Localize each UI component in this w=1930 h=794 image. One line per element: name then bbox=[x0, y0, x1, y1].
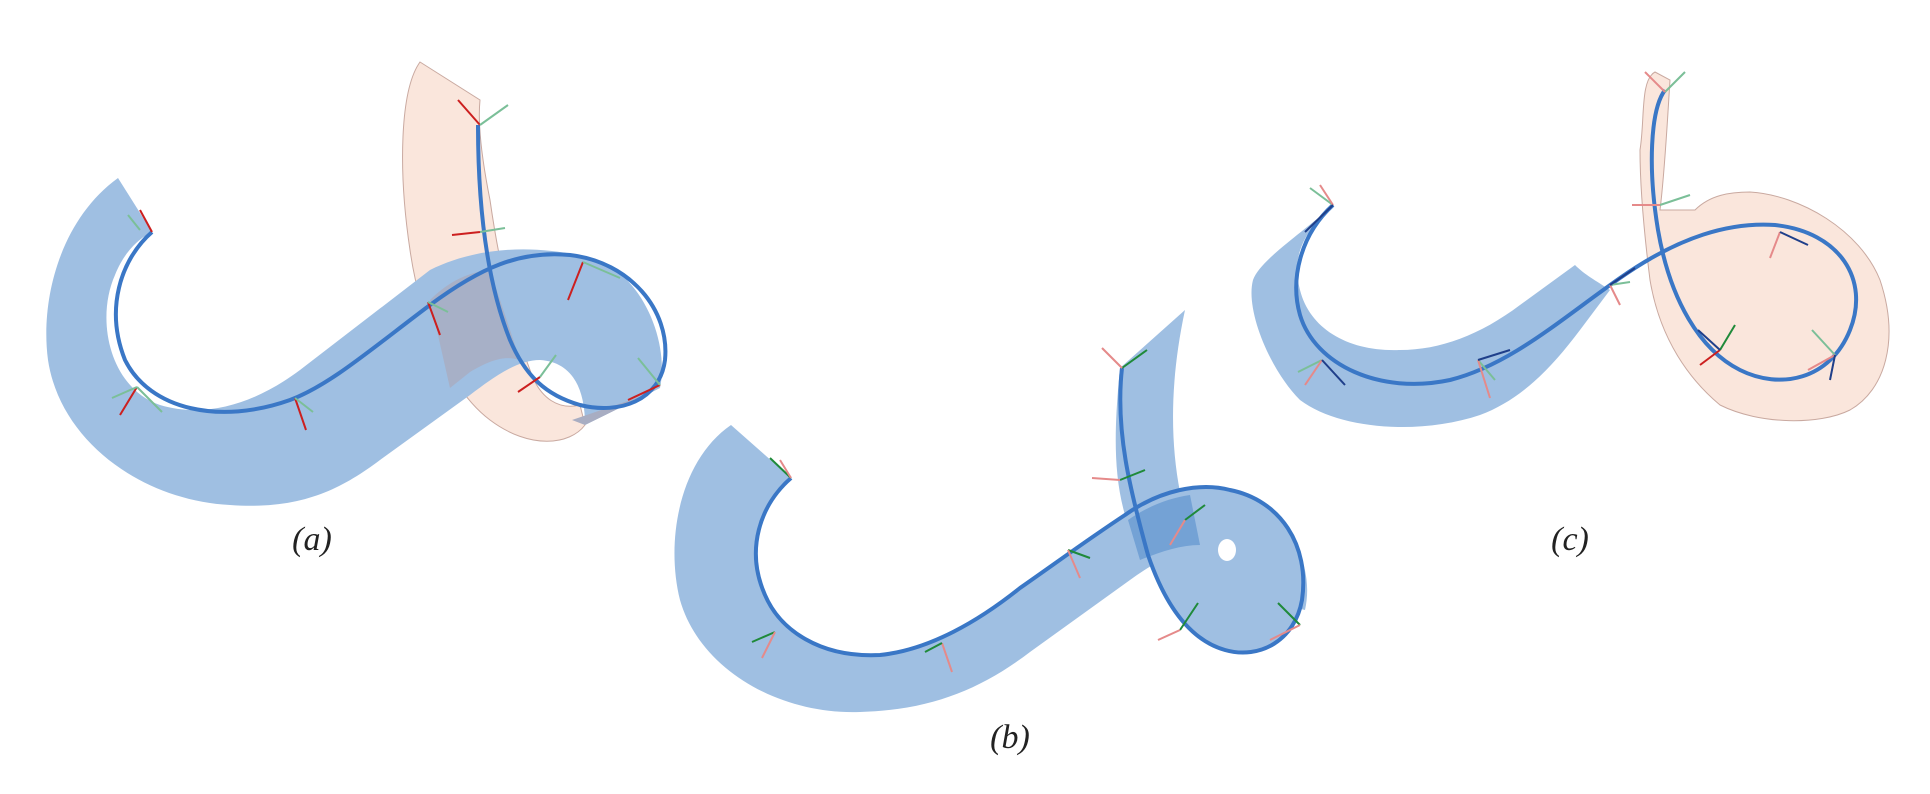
frame-glyphs bbox=[111, 99, 661, 431]
caption-c: (c) bbox=[1551, 521, 1589, 558]
ribbon-hole bbox=[1218, 539, 1236, 561]
panel-c: (c) bbox=[1251, 71, 1890, 558]
caption-b: (b) bbox=[990, 719, 1030, 756]
ribbon-front-surface bbox=[674, 310, 1308, 713]
center-curve bbox=[753, 367, 1306, 658]
center-curve bbox=[1294, 88, 1859, 386]
frame-glyphs bbox=[1297, 71, 1836, 399]
center-curve bbox=[113, 124, 668, 414]
panel-b: (b) bbox=[674, 310, 1308, 756]
caption-a: (a) bbox=[292, 521, 332, 558]
panel-a: (a) bbox=[46, 61, 668, 558]
ribbon-front-surface bbox=[1251, 205, 1610, 427]
frame-glyphs bbox=[751, 347, 1301, 673]
